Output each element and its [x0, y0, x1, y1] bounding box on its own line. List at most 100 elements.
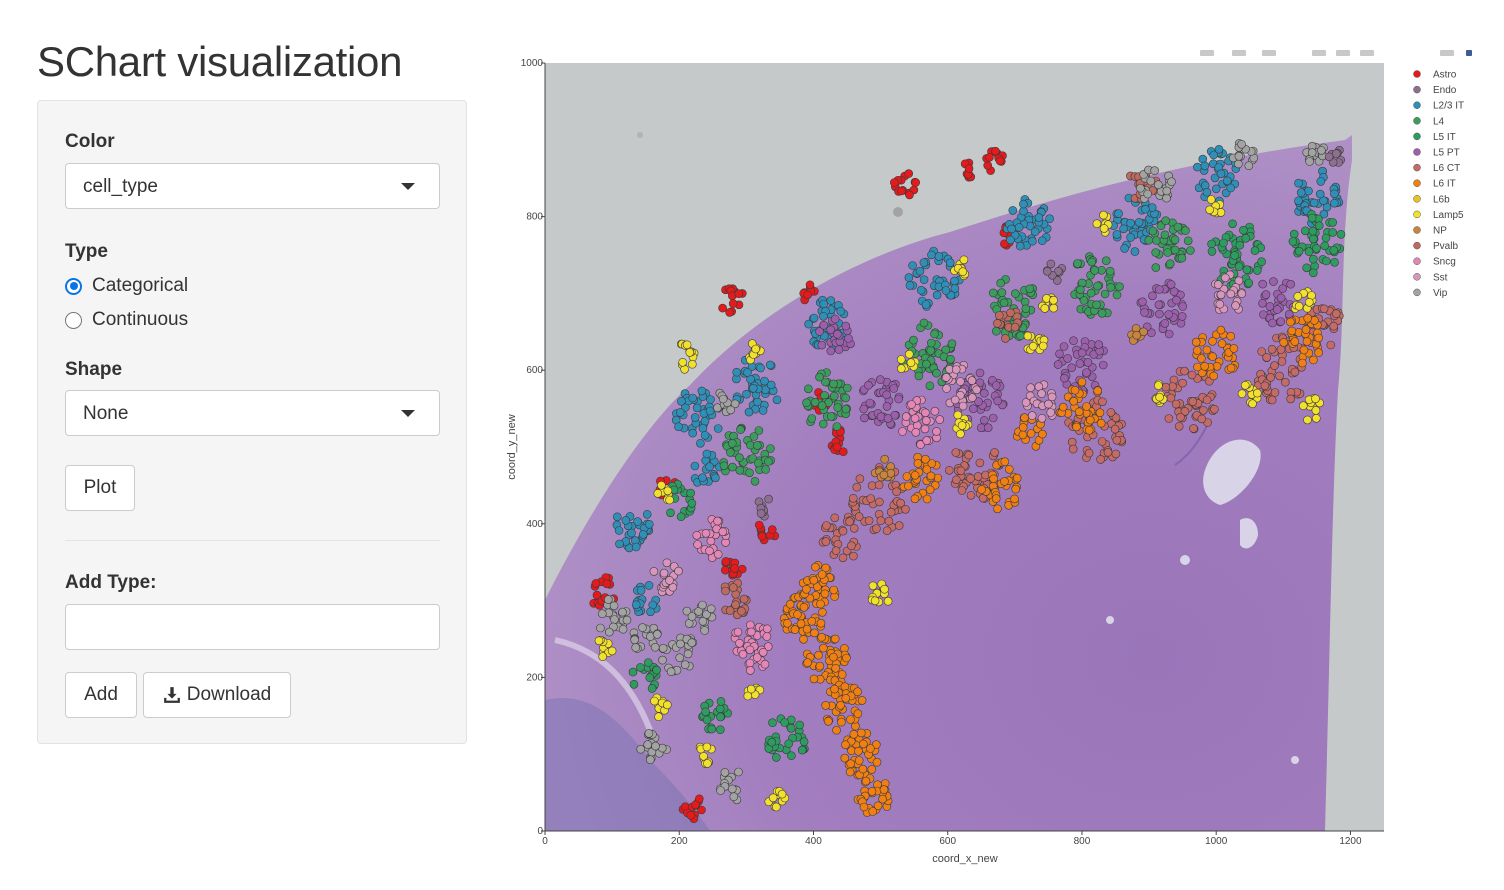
point-l2-3-it	[819, 311, 828, 321]
point-vip	[604, 627, 614, 637]
point-lamp5	[662, 700, 672, 710]
point-sncg	[930, 406, 940, 416]
point-lamp5	[743, 691, 753, 701]
point-endo	[1053, 276, 1062, 285]
point-lamp5	[777, 789, 787, 799]
point-lamp5	[1312, 413, 1321, 423]
point-l4	[841, 404, 851, 414]
point-sncg	[916, 440, 925, 449]
point-lamp5	[1253, 388, 1262, 398]
point-l6-it	[1191, 337, 1201, 347]
modebar-icon[interactable]	[1200, 50, 1214, 56]
point-astro	[592, 590, 602, 600]
download-button[interactable]: Download	[143, 672, 291, 718]
point-l5-pt	[833, 329, 842, 339]
legend[interactable]: Astro Endo L2/3 IT L4 L5 IT L5 PT L6 CT L6 IT L6…	[1413, 70, 1465, 299]
point-l2-3-it	[713, 424, 723, 433]
modebar-icon[interactable]	[1262, 50, 1276, 56]
point-astro	[767, 525, 777, 534]
point-l2-3-it	[1006, 235, 1015, 245]
point-l5-it	[1329, 246, 1339, 255]
point-l2-3-it	[1210, 173, 1220, 183]
point-l6-it	[1020, 413, 1029, 423]
point-l2-3-it	[675, 408, 685, 417]
point-l6-it	[817, 632, 827, 642]
radio-continuous[interactable]: Continuous	[65, 308, 188, 332]
legend-item[interactable]: Sst	[1413, 272, 1448, 283]
radio-unchecked-icon[interactable]	[65, 311, 82, 329]
legend-item[interactable]: Pvalb	[1413, 241, 1459, 252]
point-lamp5	[663, 486, 673, 496]
point-sst	[1037, 389, 1046, 398]
point-l2-3-it	[1114, 209, 1123, 218]
point-sncg	[920, 424, 930, 434]
modebar-icon[interactable]	[1312, 50, 1326, 56]
legend-item[interactable]: L5 IT	[1413, 132, 1456, 143]
point-l5-pt	[1169, 287, 1179, 296]
legend-item[interactable]: Sncg	[1413, 257, 1456, 268]
modebar-icon[interactable]	[1360, 50, 1374, 56]
point-sst	[1215, 299, 1225, 309]
point-l4	[1073, 259, 1082, 268]
legend-item[interactable]: Vip	[1413, 288, 1448, 299]
point-l2-3-it	[644, 581, 654, 590]
radio-categorical[interactable]: Categorical	[65, 274, 188, 298]
legend-item[interactable]: L6 IT	[1413, 179, 1456, 190]
point-l4	[1105, 266, 1115, 276]
point-np	[879, 470, 889, 480]
point-l4	[1161, 216, 1170, 225]
point-l5-it	[1241, 234, 1251, 243]
legend-item[interactable]: Endo	[1413, 85, 1457, 96]
point-l6-ct	[1326, 340, 1336, 350]
legend-item[interactable]: NP	[1413, 226, 1448, 237]
point-sncg	[745, 645, 755, 655]
point-l4	[999, 298, 1009, 308]
point-sst	[1026, 383, 1035, 393]
add-button[interactable]: Add	[65, 672, 137, 718]
point-l4	[1160, 230, 1170, 240]
point-lamp5	[1205, 205, 1214, 215]
type-label: Type	[65, 241, 108, 262]
point-l2-3-it	[633, 517, 642, 526]
point-sncg	[733, 627, 743, 637]
plot-button[interactable]: Plot	[65, 465, 135, 511]
legend-item[interactable]: L6 CT	[1413, 163, 1461, 174]
point-l2-3-it	[644, 519, 654, 529]
point-l4	[735, 465, 745, 475]
radio-checked-icon[interactable]	[65, 277, 82, 295]
modebar-icon[interactable]	[1336, 50, 1350, 56]
legend-item[interactable]: L5 PT	[1413, 148, 1460, 159]
modebar-icon[interactable]	[1232, 50, 1246, 56]
point-lamp5	[959, 255, 969, 265]
point-sncg	[735, 638, 744, 648]
point-np	[1132, 330, 1141, 340]
point-l6-it	[991, 494, 1001, 503]
color-select[interactable]: cell_type	[65, 163, 440, 209]
point-endo	[1332, 149, 1341, 158]
point-l4	[914, 371, 924, 381]
shape-select[interactable]: None	[65, 390, 440, 436]
point-l5-it	[716, 712, 725, 722]
point-l6-it	[1287, 326, 1297, 336]
point-l6-ct	[1270, 361, 1279, 370]
add-type-input[interactable]	[65, 604, 440, 650]
point-pvalb	[1001, 334, 1010, 343]
legend-item[interactable]: L2/3 IT	[1413, 101, 1465, 112]
legend-item[interactable]: L4	[1413, 116, 1445, 127]
point-l2-3-it	[1193, 162, 1202, 172]
point-l5-it	[628, 667, 638, 677]
add-type-label: Add Type:	[65, 572, 157, 593]
point-l6-it	[854, 756, 864, 765]
legend-item[interactable]: Lamp5	[1413, 210, 1465, 221]
legend-label: Sncg	[1433, 257, 1456, 268]
legend-item[interactable]: L6b	[1413, 194, 1451, 205]
point-l6-it	[1208, 352, 1217, 361]
point-l6-ct	[1275, 371, 1284, 381]
point-sncg	[738, 649, 748, 659]
modebar-icon[interactable]	[1440, 50, 1454, 56]
point-lamp5	[896, 355, 906, 364]
point-l4	[749, 432, 759, 441]
point-l5-pt	[1164, 310, 1173, 319]
legend-item[interactable]: Astro	[1413, 70, 1457, 81]
